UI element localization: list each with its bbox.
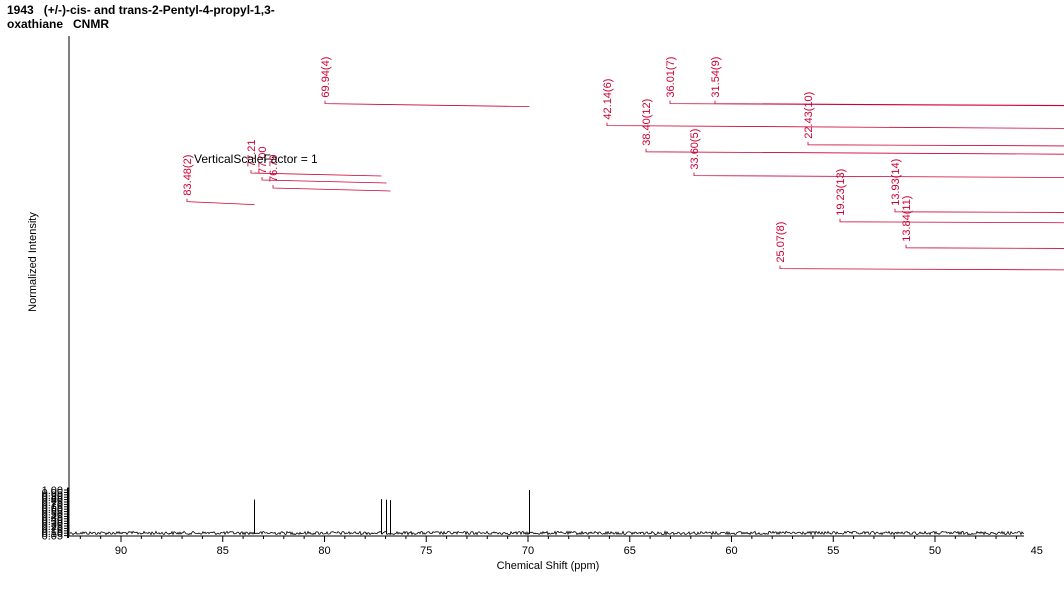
y-tick-label: 0.10 (42, 528, 63, 540)
y-tick-label: 0.30 (42, 519, 63, 531)
y-tick-label: 0.55 (42, 507, 63, 519)
peak-label-leader (272, 185, 391, 192)
y-tick-label: 0.05 (42, 531, 63, 543)
x-tick-label: 90 (115, 545, 127, 557)
axes: 0.050.100.150.200.250.300.350.400.450.50… (42, 36, 1043, 557)
peak-label: 33.60(5) (689, 129, 701, 170)
y-tick-label: 0.75 (42, 497, 63, 509)
peak-label-leader (645, 148, 1064, 155)
peak-label: 77.00 (257, 146, 269, 174)
peak-label: 38.40(12) (641, 99, 653, 146)
y-tick-label: 0.95 (42, 487, 63, 499)
x-tick-label: 75 (420, 545, 432, 557)
peak-label: 83.48(2) (182, 155, 194, 196)
x-tick-label: 55 (827, 545, 839, 557)
y-tick-label: 0.60 (42, 504, 63, 516)
peak-label-leader (606, 122, 1064, 129)
y-tick-label: 0.20 (42, 523, 63, 535)
y-tick-label: 0.65 (42, 502, 63, 514)
y-tick-label: 0.25 (42, 521, 63, 533)
peak-label: 19.23(13) (835, 169, 847, 216)
peak-label: 77.21 (246, 139, 258, 167)
y-tick-label: 0.35 (42, 516, 63, 528)
peak-label: 13.93(14) (890, 159, 902, 206)
peak-label: 25.07(8) (775, 222, 787, 263)
peak-label-leader (250, 170, 382, 177)
peak-label-leader (714, 100, 1064, 106)
peak-label-leader (905, 244, 1064, 249)
x-tick-label: 70 (522, 545, 534, 557)
y-tick-label: 0.90 (42, 490, 63, 502)
peak-label-leader (839, 218, 1064, 224)
y-tick-label: 0.40 (42, 514, 63, 526)
y-axis-label: Normalized Intensity (27, 212, 39, 312)
chart-title-line2: oxathiane CNMR (7, 17, 110, 31)
peak-label-leader (186, 198, 255, 205)
x-tick-label: 80 (318, 545, 330, 557)
peak-label-leader (779, 265, 1064, 271)
x-axis-label: Chemical Shift (ppm) (497, 560, 600, 572)
peak-label: 76.79 (268, 154, 280, 182)
peak-label-leader (324, 100, 530, 107)
y-tick-label: 0.50 (42, 509, 63, 521)
y-tick-label: 0.15 (42, 526, 63, 538)
baseline-noise (69, 530, 1025, 536)
vertical-scale-annotation: VerticalScaleFactor = 1 (194, 152, 318, 166)
x-tick-label: 50 (929, 545, 941, 557)
x-tick-label: 65 (624, 545, 636, 557)
peak-label-leader (261, 177, 387, 184)
y-tick-label: 0.70 (42, 499, 63, 511)
spectrum-peaks (254, 490, 641, 534)
x-tick-label: 85 (217, 545, 229, 557)
peak-label-leader (807, 141, 1064, 147)
y-tick-label: 0.85 (42, 492, 63, 504)
peak-label: 22.43(10) (803, 92, 815, 139)
peak-label-leader (894, 208, 1064, 213)
peak-label: 36.01(7) (665, 57, 677, 98)
y-tick-label: 0.45 (42, 511, 63, 523)
peak-label: 31.54(9) (710, 57, 722, 98)
x-tick-label: 45 (1031, 545, 1043, 557)
chart-title: 1943 (+/-)-cis- and trans-2-Pentyl-4-pro… (7, 3, 275, 31)
spectrum-baseline (69, 530, 1025, 536)
chart-title-line1: 1943 (+/-)-cis- and trans-2-Pentyl-4-pro… (7, 3, 275, 17)
x-tick-label: 60 (725, 545, 737, 557)
peak-label: 13.84(11) (901, 196, 913, 242)
peak-label: 69.94(4) (320, 57, 332, 98)
y-tick-label: 0.80 (42, 495, 63, 507)
peak-labels: 83.48(2) 77.21 77.00 76.79 69.94(4) 42.14(6) 3… (182, 57, 1064, 271)
peak-label: 42.14(6) (602, 79, 614, 120)
peak-label-leader (693, 172, 1064, 178)
y-tick-label: 1.00 (42, 485, 63, 497)
